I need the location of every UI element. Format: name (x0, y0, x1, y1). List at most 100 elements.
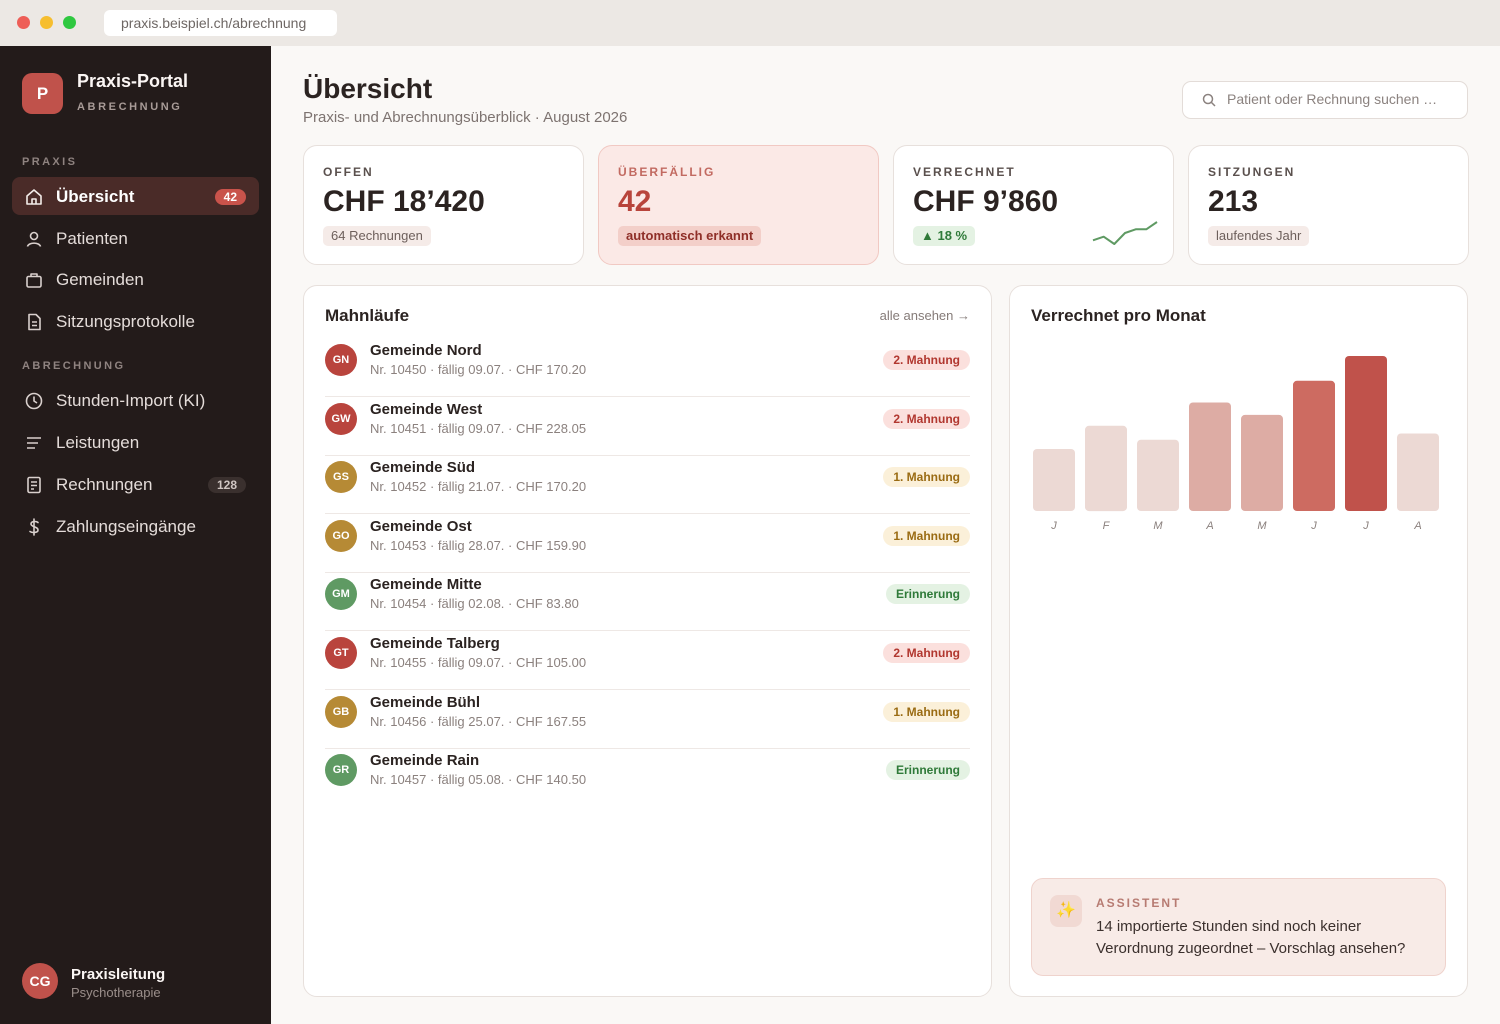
count-badge: 42 (214, 189, 246, 205)
search-icon (1202, 93, 1216, 107)
dunning-row[interactable]: GR Gemeinde Rain Nr. 10457 · fällig 05.08.… (325, 748, 970, 807)
page-title: Übersicht (303, 73, 433, 104)
x-tick-label: M (1153, 520, 1163, 532)
dunning-row[interactable]: GN Gemeinde Nord Nr. 10450 · fällig 09.07.… (325, 338, 970, 397)
stat-label: ÜBERFÄLLIG (618, 165, 716, 179)
close-window-button[interactable] (17, 16, 30, 29)
address-bar[interactable]: praxis.beispiel.ch/abrechnung (104, 10, 337, 36)
chart-title: Verrechnet pro Monat (1031, 306, 1206, 325)
maximize-window-button[interactable] (63, 16, 76, 29)
avatar: GB (325, 695, 357, 728)
sidebar-item-uebersicht[interactable]: Übersicht 42 (12, 177, 259, 215)
user-avatar[interactable]: CG (22, 963, 58, 999)
x-tick-label: F (1103, 520, 1111, 532)
sidebar-item-label: Gemeinden (56, 270, 144, 289)
avatar: GT (325, 637, 357, 669)
dunning-panel: Mahnläufe alle ansehen → GN Gemeinde Nord… (303, 285, 992, 997)
stat-value: 213 (1208, 185, 1259, 218)
dunning-row[interactable]: GO Gemeinde Ost Nr. 10453 · fällig 28.07. … (325, 514, 970, 573)
assistant-message[interactable]: 14 importierte Stunden sind noch keiner … (1096, 918, 1406, 957)
bar-0[interactable] (1033, 449, 1075, 511)
stat-card-ueberfaellig[interactable]: ÜBERFÄLLIG 42 automatisch erkannt (598, 145, 879, 265)
stat-card-sitzungen[interactable]: SITZUNGEN 213 laufendes Jahr (1188, 145, 1469, 265)
minimize-window-button[interactable] (40, 16, 53, 29)
search-box[interactable] (1182, 81, 1468, 119)
briefcase-icon (24, 270, 44, 290)
dunning-row[interactable]: GT Gemeinde Talberg Nr. 10455 · fällig 09.… (325, 631, 970, 690)
stat-value: CHF 9’860 (913, 185, 1059, 218)
dollar-icon (24, 517, 44, 537)
assistant-card[interactable]: ✨ ASSISTENT 14 importierte Stunden sind … (1031, 878, 1446, 976)
sidebar-item-label: Sitzungsprotokolle (56, 312, 195, 331)
dunning-row[interactable]: GB Gemeinde Bühl Nr. 10456 · fällig 25.07.… (325, 690, 970, 749)
bar-3[interactable] (1189, 402, 1231, 512)
bar-7[interactable] (1397, 433, 1439, 512)
home-icon (24, 187, 44, 207)
document-icon (24, 312, 44, 332)
user-role: Psychotherapie (71, 985, 161, 1000)
bar-2[interactable] (1137, 439, 1179, 511)
sidebar-item-zahlungseingaenge[interactable]: Zahlungseingänge (12, 507, 259, 545)
count-badge: 128 (207, 477, 246, 493)
page-subtitle: Praxis- und Abrechnungsüberblick · Augus… (303, 109, 628, 126)
stat-card-verrechnet[interactable]: VERRECHNET CHF 9’860 ▲ 18 % (893, 145, 1174, 265)
browser-chrome: praxis.beispiel.ch/abrechnung (0, 0, 1500, 46)
sidebar-item-label: Leistungen (56, 433, 140, 452)
municipality-name: Gemeinde Mitte (370, 576, 482, 594)
sidebar-item-label: Patienten (56, 229, 128, 248)
stat-pill: 64 Rechnungen (323, 226, 431, 246)
stat-label: VERRECHNET (913, 165, 1016, 179)
municipality-name: Gemeinde Süd (370, 459, 476, 477)
avatar: GN (325, 344, 357, 376)
clock-icon (24, 391, 44, 411)
brand-subtitle: ABRECHNUNG (77, 101, 183, 113)
dunning-row[interactable]: GW Gemeinde West Nr. 10451 · fällig 09.07.… (325, 397, 970, 456)
sidebar-item-rechnungen[interactable]: Rechnungen 128 (12, 465, 259, 503)
assistant-label: ASSISTENT (1096, 896, 1182, 910)
bar-6[interactable] (1345, 356, 1387, 511)
user-name[interactable]: Praxisleitung (71, 966, 166, 983)
x-tick-label: A (1205, 520, 1213, 532)
sparkline-line (1092, 221, 1158, 245)
stat-label: OFFEN (323, 165, 374, 179)
x-tick-label: J (1050, 520, 1057, 532)
avatar: GM (325, 578, 357, 611)
see-all-link[interactable]: alle ansehen → (879, 308, 970, 323)
stat-pill: laufendes Jahr (1208, 226, 1310, 246)
row-divider (325, 454, 970, 456)
sidebar-item-patienten[interactable]: Patienten (12, 219, 259, 257)
municipality-name: Gemeinde Bühl (370, 693, 481, 711)
stat-card-offen[interactable]: OFFEN CHF 18’420 64 Rechnungen (303, 145, 584, 265)
sidebar-item-sitzungsprotokolle[interactable]: Sitzungsprotokolle (12, 302, 259, 340)
invoice-meta: Nr. 10456 · fällig 25.07. · CHF 167.55 (370, 713, 587, 729)
status-badge: 1. Mahnung (883, 467, 970, 488)
section-label-praxis: PRAXIS (22, 156, 78, 168)
row-divider (325, 396, 970, 397)
invoice-meta: Nr. 10453 · fällig 28.07. · CHF 159.90 (370, 537, 587, 553)
bar-1[interactable] (1085, 425, 1127, 512)
search-input[interactable] (1227, 91, 1459, 107)
dunning-row[interactable]: GS Gemeinde Süd Nr. 10452 · fällig 21.07. … (325, 455, 970, 515)
sidebar-item-stunden-import[interactable]: Stunden-Import (KI) (12, 381, 259, 419)
status-badge: Erinnerung (885, 584, 970, 605)
bar-4[interactable] (1241, 414, 1283, 511)
sidebar-item-gemeinden[interactable]: Gemeinden (12, 260, 259, 298)
stat-label: SITZUNGEN (1208, 165, 1296, 179)
x-tick-label: M (1257, 520, 1267, 532)
status-badge: Erinnerung (885, 760, 970, 781)
section-label-abrechnung: ABRECHNUNG (22, 360, 126, 372)
sidebar-item-label: Rechnungen (56, 475, 153, 494)
invoice-meta: Nr. 10451 · fällig 09.07. · CHF 228.05 (370, 420, 587, 436)
bar-5[interactable] (1293, 380, 1335, 511)
panel-title: Mahnläufe (325, 306, 410, 325)
municipality-name: Gemeinde Ost (370, 517, 472, 535)
sidebar-item-leistungen[interactable]: Leistungen (12, 423, 259, 461)
sidebar: P Praxis-Portal ABRECHNUNG PRAXIS Übersi… (0, 46, 271, 1024)
avatar: GS (325, 461, 357, 494)
sidebar-item-label: Stunden-Import (KI) (56, 391, 206, 410)
invoice-meta: Nr. 10450 · fällig 09.07. · CHF 170.20 (370, 362, 587, 377)
invoice-meta: Nr. 10457 · fällig 05.08. · CHF 140.50 (370, 772, 587, 788)
dunning-row[interactable]: GM Gemeinde Mitte Nr. 10454 · fällig 02.08… (325, 572, 970, 632)
row-divider (325, 689, 970, 690)
